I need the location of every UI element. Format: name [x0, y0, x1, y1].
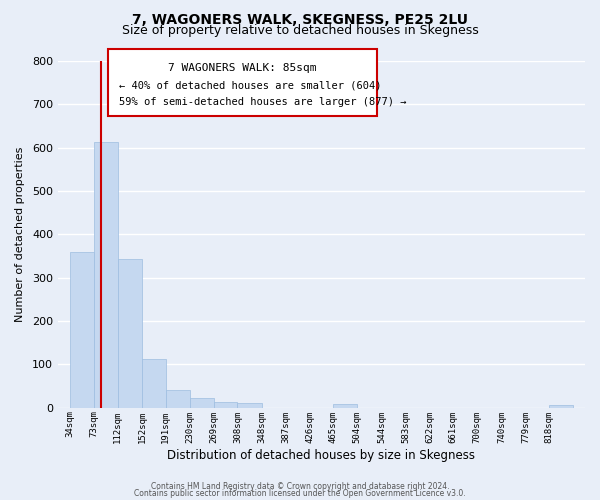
- Text: ← 40% of detached houses are smaller (604): ← 40% of detached houses are smaller (60…: [119, 80, 381, 90]
- Text: 7 WAGONERS WALK: 85sqm: 7 WAGONERS WALK: 85sqm: [168, 62, 317, 72]
- Bar: [334, 404, 357, 407]
- Bar: [94, 142, 118, 408]
- Bar: [214, 402, 238, 407]
- Bar: [166, 390, 190, 407]
- Bar: [190, 398, 214, 407]
- Text: Size of property relative to detached houses in Skegness: Size of property relative to detached ho…: [122, 24, 478, 37]
- Bar: [118, 260, 142, 408]
- Text: Contains HM Land Registry data © Crown copyright and database right 2024.: Contains HM Land Registry data © Crown c…: [151, 482, 449, 491]
- Y-axis label: Number of detached properties: Number of detached properties: [15, 146, 25, 322]
- Text: 7, WAGONERS WALK, SKEGNESS, PE25 2LU: 7, WAGONERS WALK, SKEGNESS, PE25 2LU: [132, 12, 468, 26]
- FancyBboxPatch shape: [108, 49, 377, 116]
- Text: 59% of semi-detached houses are larger (877) →: 59% of semi-detached houses are larger (…: [119, 98, 406, 108]
- X-axis label: Distribution of detached houses by size in Skegness: Distribution of detached houses by size …: [167, 450, 475, 462]
- Bar: [70, 252, 94, 408]
- Bar: [238, 403, 262, 407]
- Bar: [142, 358, 166, 408]
- Bar: [549, 405, 573, 407]
- Text: Contains public sector information licensed under the Open Government Licence v3: Contains public sector information licen…: [134, 489, 466, 498]
